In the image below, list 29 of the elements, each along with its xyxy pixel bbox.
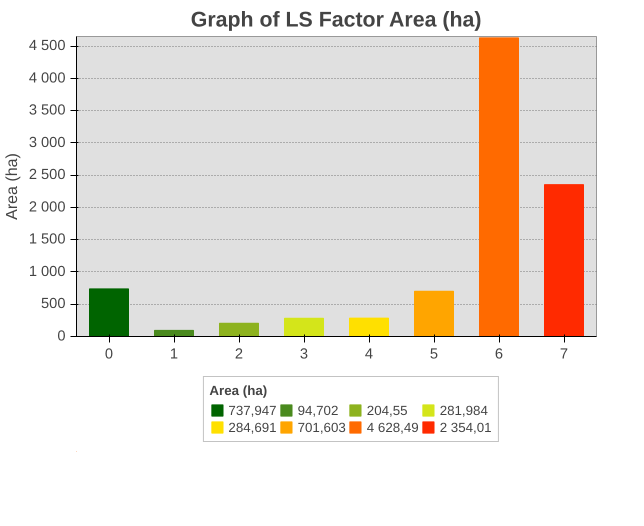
y-tick-label: 0 [57,328,66,344]
x-tick-label: 5 [430,346,438,362]
legend-label: 4 628,49 [366,420,419,434]
legend-label: 701,603 [298,420,346,434]
x-tick-label: 3 [300,346,308,362]
x-tick-label: 7 [560,346,568,362]
y-tick-label: 2 000 [28,199,66,216]
x-tick-label: 4 [364,346,374,362]
chart-title: Graph of LS Factor Area (ha) [190,8,482,32]
y-tick-label: 500 [41,296,66,312]
legend-label: 94,702 [298,402,338,418]
y-tick-label: 1 000 [28,264,66,280]
legend-label: 2 354,01 [440,420,492,434]
y-tick-label: 1 500 [28,232,66,248]
x-tick-label: 0 [104,346,114,362]
legend-label: 737,947 [228,402,277,418]
y-tick-label: 2 500 [28,167,66,184]
y-tick-label: 3 500 [28,102,66,119]
legend-label: 281,984 [440,402,488,418]
legend-title: Area (ha) [209,382,268,398]
legend-label: 204,55 [366,402,408,418]
y-axis-title: Area (ha) [4,153,21,220]
legend-label: 284,691 [228,420,277,434]
y-tick-label: 3 000 [28,134,66,151]
x-tick-label: 1 [170,346,178,362]
x-tick-label: 2 [234,346,244,362]
y-tick-label: 4 500 [28,38,66,54]
y-tick-label: 4 000 [28,70,66,86]
x-tick-label: 6 [494,346,504,362]
